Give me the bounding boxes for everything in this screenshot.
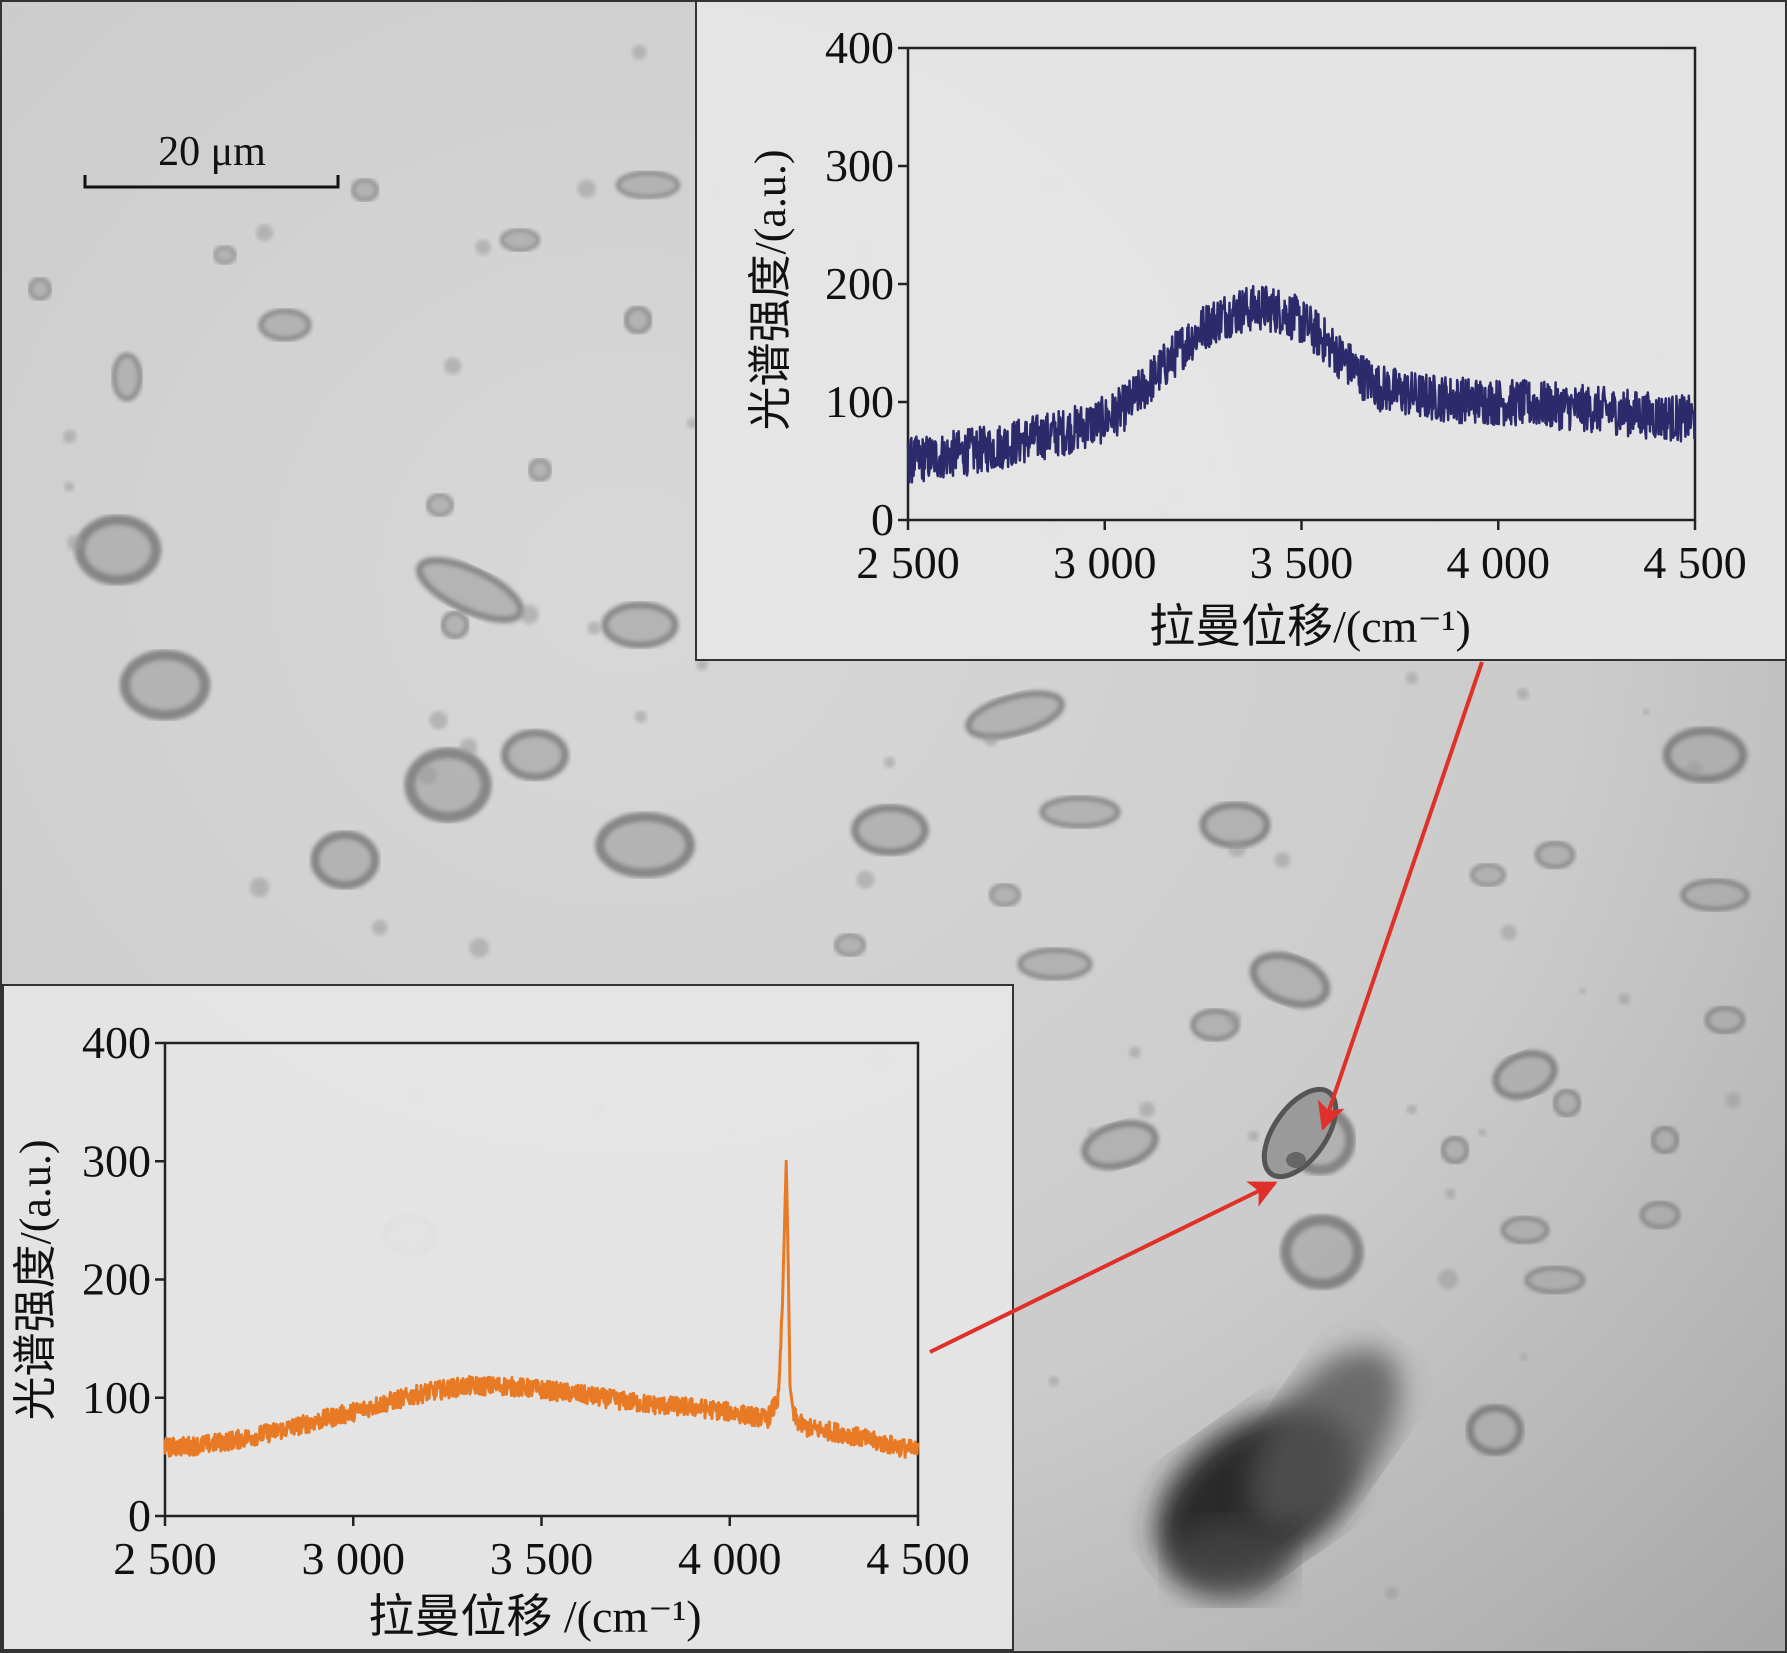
- y-tick-label: 0: [128, 1490, 151, 1541]
- y-tick-label: 200: [825, 258, 894, 309]
- y-tick-label: 400: [82, 1017, 151, 1068]
- y-tick-label: 100: [825, 376, 894, 427]
- dark-inclusion: [1156, 1348, 1401, 1600]
- x-tick-label: 4 000: [678, 1533, 782, 1584]
- x-tick-label: 4 500: [1643, 537, 1747, 588]
- x-axis-label: 拉曼位移 /(cm⁻¹): [368, 1591, 701, 1642]
- spectrum-line: [163, 1159, 920, 1459]
- y-tick-label: 100: [82, 1372, 151, 1423]
- inset-chart-bottom: 2 500 3 000 3 500 4 000 4 500 0 100 200 300 400 拉曼…: [2, 984, 1014, 1651]
- inset-chart-top: 2 500 3 000 3 500 4 000 4 500 0 100 200 300 400 拉曼…: [695, 0, 1787, 661]
- x-tick-label: 4 500: [866, 1533, 970, 1584]
- x-tick-label: 3 500: [1250, 537, 1354, 588]
- scale-bar-label: 20 μm: [158, 129, 266, 175]
- y-axis-label: 光谱强度/(a.u.): [11, 1139, 60, 1420]
- y-tick-label: 400: [825, 22, 894, 73]
- x-tick-label: 4 000: [1447, 537, 1551, 588]
- x-tick-label: 2 500: [856, 537, 960, 588]
- target-inclusion: [1261, 1086, 1339, 1180]
- y-axis-label: 光谱强度/(a.u.): [746, 149, 795, 430]
- arrow-from-top-chart: [1317, 661, 1484, 1131]
- inset-panel-bottom: [2, 984, 1014, 1651]
- chart-top: 2 500 3 000 3 500 4 000 4 500 0 100 200 300 400 拉曼…: [746, 22, 1747, 652]
- arrow-from-bottom-chart: [929, 1181, 1278, 1354]
- spectrum-line: [906, 284, 1697, 484]
- chart-bottom: 2 500 3 000 3 500 4 000 4 500 0 100 200 300 400 拉曼…: [11, 1017, 970, 1642]
- x-tick-label: 3 000: [302, 1533, 406, 1584]
- y-tick-label: 0: [871, 494, 894, 545]
- y-tick-label: 300: [825, 140, 894, 191]
- y-tick-label: 200: [82, 1254, 151, 1305]
- x-tick-label: 3 000: [1053, 537, 1157, 588]
- x-tick-label: 3 500: [490, 1533, 594, 1584]
- x-tick-label: 2 500: [113, 1533, 217, 1584]
- y-tick-label: 300: [82, 1135, 151, 1186]
- x-axis-label: 拉曼位移/(cm⁻¹): [1149, 601, 1471, 652]
- scale-bar: 20 μm: [83, 129, 340, 189]
